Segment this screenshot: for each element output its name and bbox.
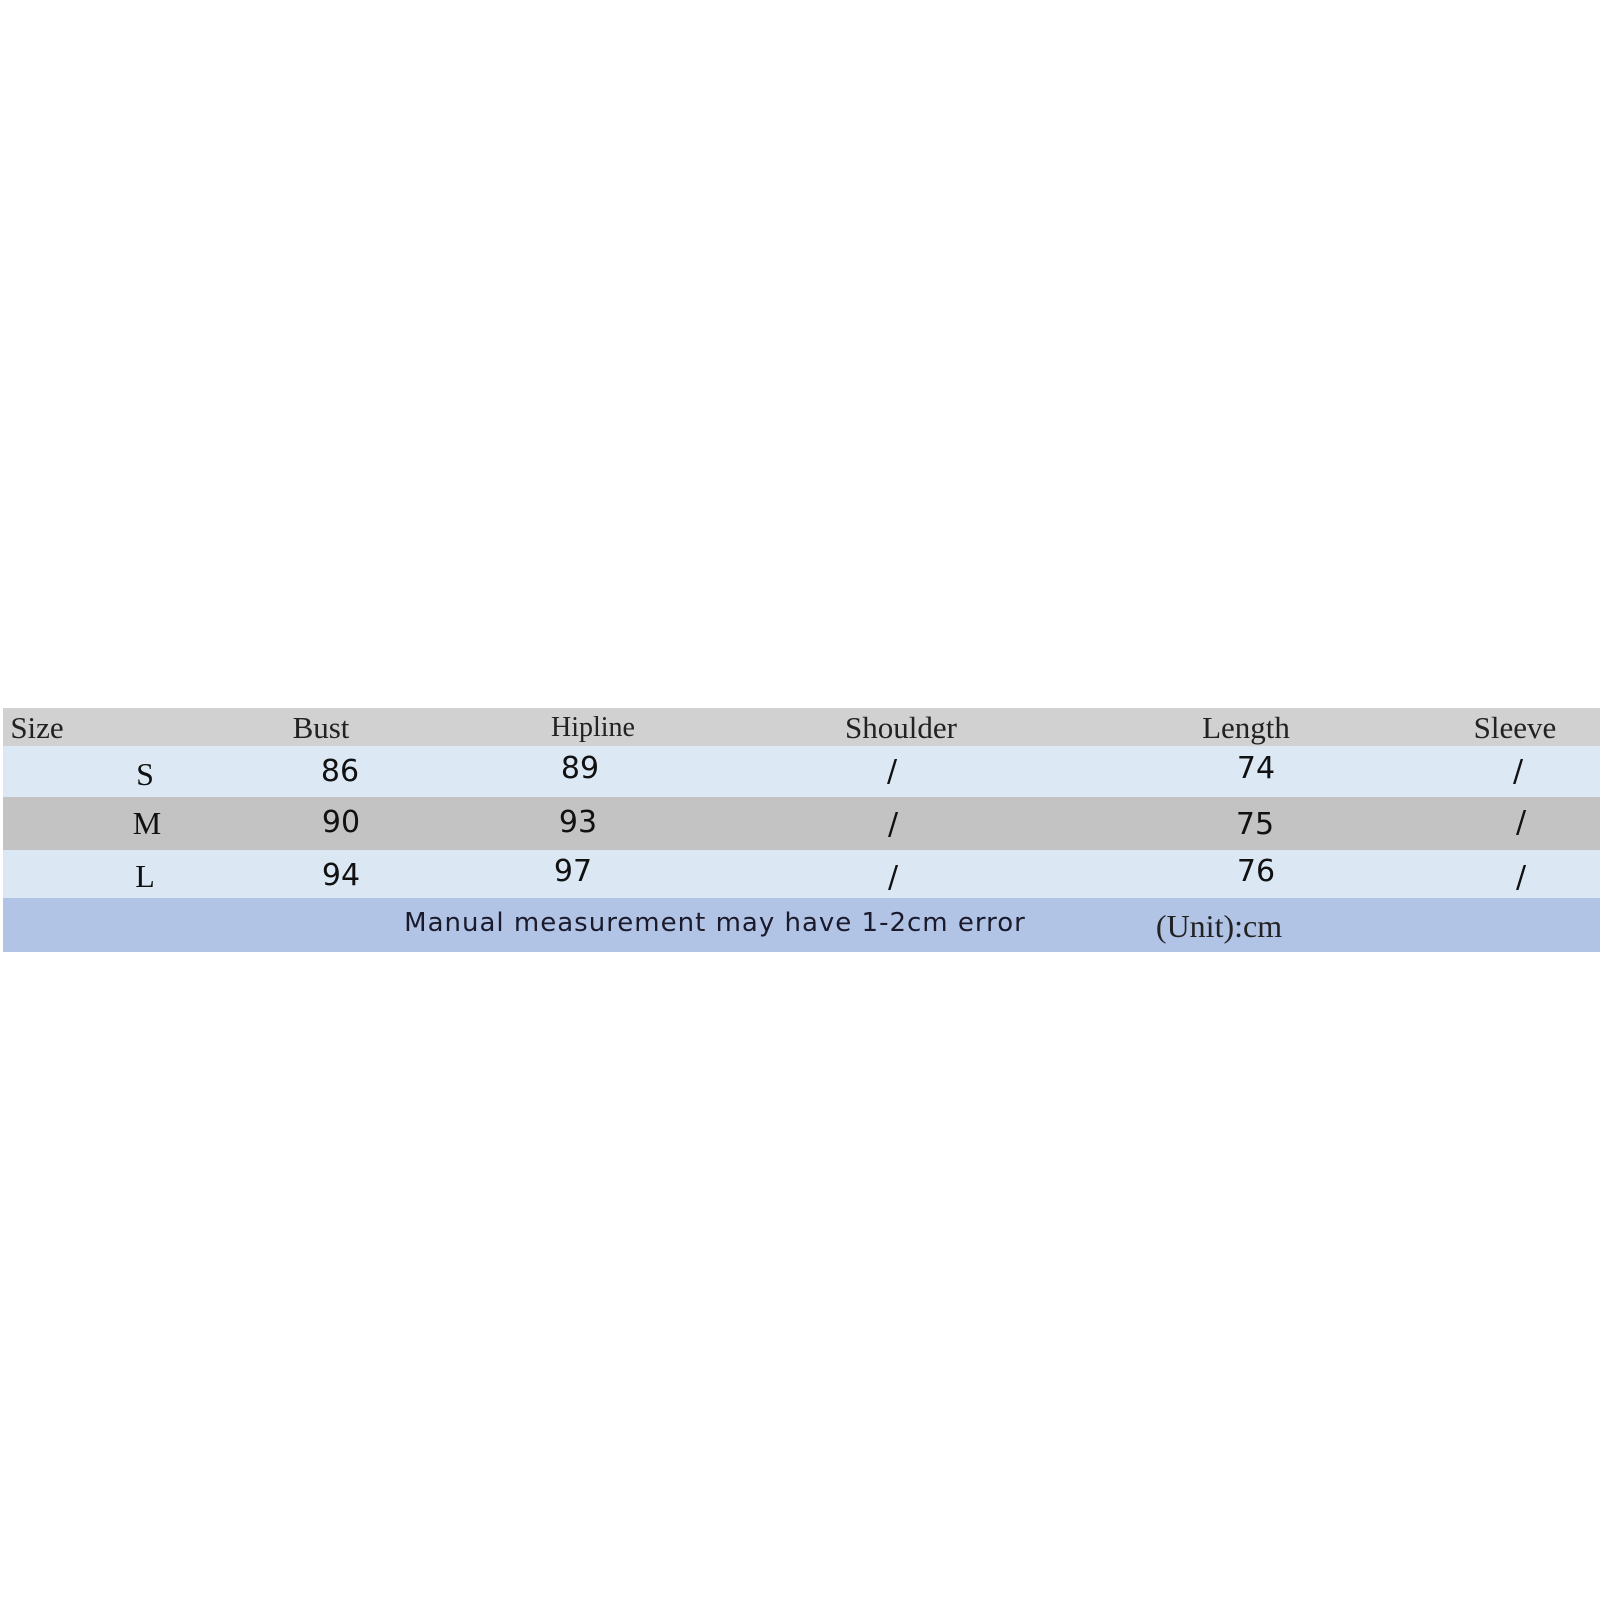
table-row: S 86 89 / 74 / (3, 746, 1600, 797)
table-row: L 94 97 / 76 / (3, 850, 1600, 898)
cell-length: 74 (1236, 751, 1276, 786)
cell-sleeve: / (1515, 860, 1527, 895)
header-shoulder: Shoulder (845, 710, 957, 745)
cell-hipline: 93 (558, 805, 598, 840)
cell-size: S (136, 756, 154, 792)
cell-length: 76 (1236, 854, 1276, 889)
cell-hipline: 89 (560, 751, 600, 786)
header-bust: Bust (292, 710, 350, 745)
header-row: Size Bust Hipline Shoulder Length Sleeve (3, 708, 1600, 746)
measurement-note: Manual measurement may have 1-2cm error (404, 908, 1026, 938)
header-length: Length (1202, 710, 1290, 745)
cell-length: 75 (1235, 807, 1275, 842)
cell-size: L (135, 858, 155, 894)
unit-label: (Unit):cm (1155, 908, 1283, 944)
cell-shoulder: / (887, 860, 899, 895)
cell-bust: 90 (321, 805, 361, 840)
cell-shoulder: / (887, 807, 899, 842)
header-size: Size (10, 710, 64, 745)
header-sleeve: Sleeve (1473, 710, 1557, 745)
footer-row: Manual measurement may have 1-2cm error … (3, 898, 1600, 952)
cell-bust: 94 (321, 858, 361, 893)
size-chart-table: Size Bust Hipline Shoulder Length Sleeve… (3, 708, 1600, 952)
cell-bust: 86 (320, 754, 360, 789)
table-row: M 90 93 / 75 / (3, 797, 1600, 850)
cell-hipline: 97 (553, 854, 593, 889)
cell-sleeve: / (1515, 805, 1527, 840)
cell-sleeve: / (1512, 754, 1524, 789)
header-hipline: Hipline (551, 712, 635, 743)
cell-size: M (132, 805, 162, 841)
cell-shoulder: / (886, 754, 898, 789)
